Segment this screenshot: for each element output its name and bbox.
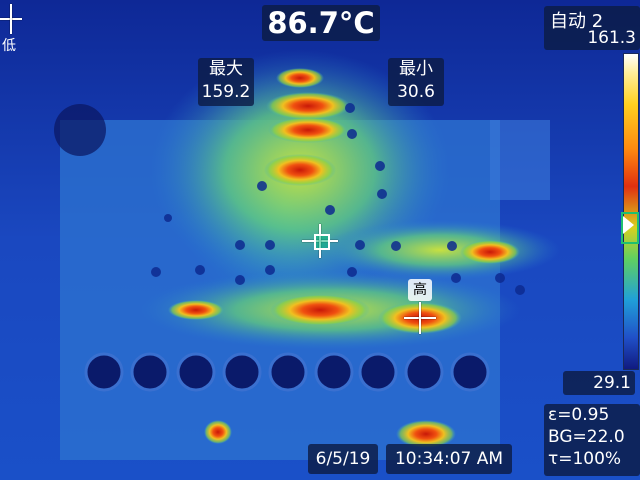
background-temp-value: BG=22.0 [548,427,625,447]
min-label: 最小 [399,59,433,79]
scale-low-value: 29.1 [563,371,635,395]
color-scale-bar [623,53,639,370]
measurement-params-panel: ε=0.95 BG=22.0 τ=100% [544,404,640,476]
capture-time: 10:34:07 AM [386,444,512,474]
hot-spot-crosshair-icon [404,302,436,334]
max-value: 159.2 [201,82,251,102]
hot-spot-label: 高 [408,279,432,301]
range-mode-label: 自动 2 [550,11,604,32]
range-mode-panel[interactable]: 自动 2 161.3 [544,6,640,50]
capture-date: 6/5/19 [308,444,378,474]
transmission-value: τ=100% [548,449,622,469]
min-temperature-box: 最小 30.6 [388,58,444,106]
level-marker-icon[interactable] [623,216,634,234]
max-label: 最大 [209,59,243,79]
center-spot-meter-icon [302,224,338,258]
min-value: 30.6 [397,82,435,102]
max-temperature-box: 最大 159.2 [198,58,254,106]
scale-high-value: 161.3 [587,28,636,48]
emissivity-value: ε=0.95 [548,405,610,425]
center-temperature-readout: 86.7°C [262,5,380,41]
cold-spot-crosshair-icon [0,4,22,34]
cold-spot-label: 低 [2,38,16,54]
level-span-frame [621,212,639,244]
